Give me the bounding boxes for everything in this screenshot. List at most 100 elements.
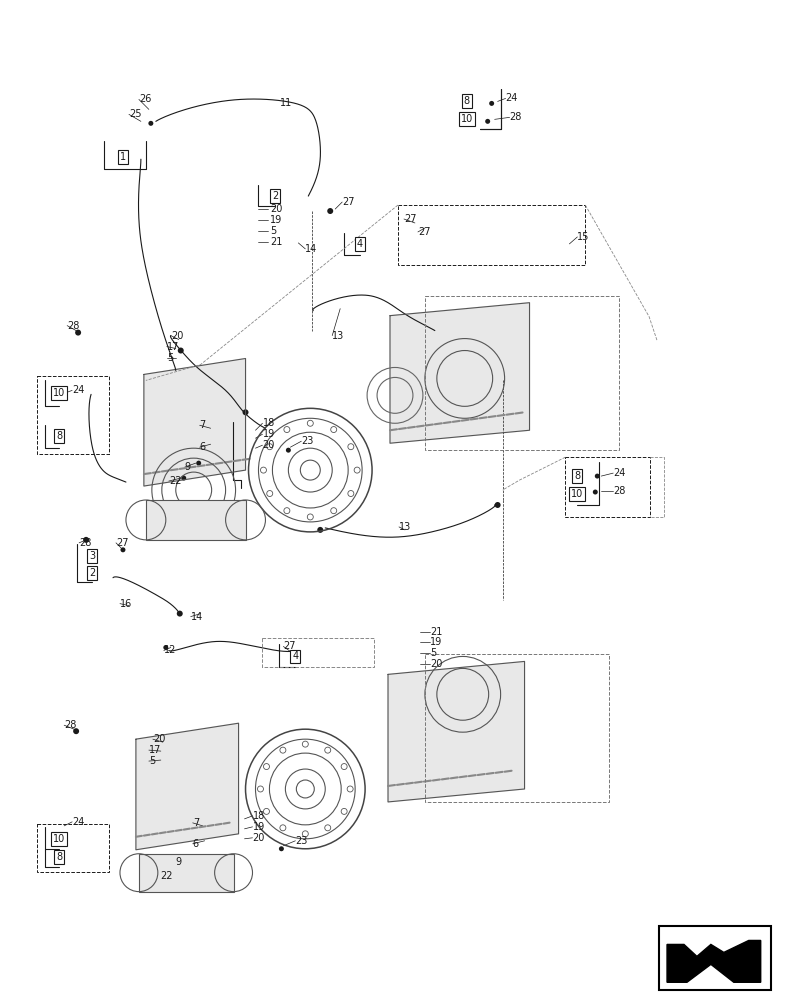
Text: 19: 19 (430, 637, 442, 647)
Text: 22: 22 (169, 476, 181, 486)
Text: 23: 23 (301, 436, 314, 446)
Circle shape (485, 119, 490, 124)
Text: 7: 7 (199, 420, 206, 430)
Text: 10: 10 (461, 114, 473, 124)
Circle shape (174, 867, 179, 872)
Text: 12: 12 (164, 645, 177, 655)
Text: 8: 8 (463, 96, 470, 106)
Bar (37, 824, 109, 872)
Bar (146, 500, 246, 540)
Text: 4: 4 (292, 651, 299, 661)
Text: 3: 3 (89, 551, 95, 561)
Text: 5: 5 (270, 226, 277, 236)
Circle shape (595, 474, 600, 479)
Text: 20: 20 (153, 734, 165, 744)
Text: 20: 20 (262, 440, 275, 450)
Text: 28: 28 (510, 112, 522, 122)
Text: 27: 27 (418, 227, 430, 237)
Circle shape (163, 645, 169, 650)
Circle shape (178, 348, 184, 354)
Text: 19: 19 (262, 429, 275, 439)
Text: 24: 24 (613, 468, 626, 478)
Circle shape (279, 846, 284, 851)
Circle shape (495, 502, 500, 508)
Circle shape (177, 611, 183, 617)
Polygon shape (144, 359, 246, 486)
Text: 27: 27 (404, 214, 417, 224)
Text: 24: 24 (72, 385, 84, 395)
Text: 21: 21 (430, 627, 442, 637)
Polygon shape (136, 723, 239, 850)
Text: 5: 5 (430, 648, 436, 658)
Text: 4: 4 (357, 239, 363, 249)
Text: 8: 8 (56, 852, 62, 862)
Text: 17: 17 (167, 342, 179, 352)
Text: 14: 14 (191, 612, 203, 622)
Circle shape (318, 527, 323, 533)
Text: 11: 11 (281, 98, 292, 108)
Circle shape (489, 101, 494, 106)
Text: 20: 20 (430, 659, 442, 669)
Text: 9: 9 (184, 462, 191, 472)
Text: 5: 5 (167, 353, 173, 363)
Text: 27: 27 (284, 641, 296, 651)
Bar (566, 457, 650, 517)
Text: 28: 28 (64, 720, 76, 730)
Text: 17: 17 (149, 745, 162, 755)
Bar (659, 926, 771, 990)
Text: 2: 2 (273, 191, 278, 201)
Circle shape (181, 476, 186, 481)
Polygon shape (390, 303, 530, 443)
Text: 18: 18 (252, 811, 265, 821)
Circle shape (593, 490, 598, 495)
Text: 28: 28 (67, 321, 80, 331)
Text: 24: 24 (506, 93, 518, 103)
Polygon shape (388, 661, 525, 802)
Text: 8: 8 (56, 431, 62, 441)
Text: 10: 10 (53, 834, 65, 844)
Text: 8: 8 (574, 471, 581, 481)
Text: 26: 26 (139, 94, 151, 104)
Text: 19: 19 (252, 822, 265, 832)
Text: 20: 20 (270, 204, 283, 214)
Text: 13: 13 (399, 522, 411, 532)
Bar (398, 205, 585, 265)
Text: 10: 10 (53, 388, 65, 398)
Circle shape (73, 728, 79, 734)
Circle shape (121, 547, 125, 552)
Text: 15: 15 (578, 232, 589, 242)
Text: 27: 27 (116, 538, 128, 548)
Text: 2: 2 (89, 568, 95, 578)
Text: 28: 28 (79, 538, 91, 548)
Bar (139, 854, 233, 892)
Text: 24: 24 (72, 817, 84, 827)
Text: 18: 18 (262, 418, 275, 428)
Circle shape (327, 208, 333, 214)
Text: 6: 6 (199, 442, 206, 452)
Text: 23: 23 (296, 836, 308, 846)
Text: 6: 6 (193, 839, 199, 849)
Text: 14: 14 (305, 244, 318, 254)
Text: 20: 20 (171, 331, 183, 341)
Bar (425, 654, 609, 802)
Text: 10: 10 (571, 489, 583, 499)
Polygon shape (667, 940, 760, 982)
Text: 9: 9 (176, 857, 182, 867)
Text: 19: 19 (270, 215, 283, 225)
Text: 13: 13 (333, 331, 344, 341)
Bar (262, 638, 374, 667)
Text: 20: 20 (252, 833, 265, 843)
Text: 28: 28 (613, 486, 626, 496)
Text: 21: 21 (270, 237, 283, 247)
Circle shape (243, 409, 248, 415)
Circle shape (286, 448, 291, 453)
Text: 5: 5 (149, 756, 155, 766)
Circle shape (83, 537, 89, 543)
Text: 22: 22 (160, 871, 173, 881)
Text: 25: 25 (129, 109, 141, 119)
Text: 27: 27 (342, 197, 355, 207)
Text: 1: 1 (120, 152, 126, 162)
Circle shape (148, 121, 154, 126)
Circle shape (196, 461, 201, 466)
Bar (425, 296, 619, 450)
